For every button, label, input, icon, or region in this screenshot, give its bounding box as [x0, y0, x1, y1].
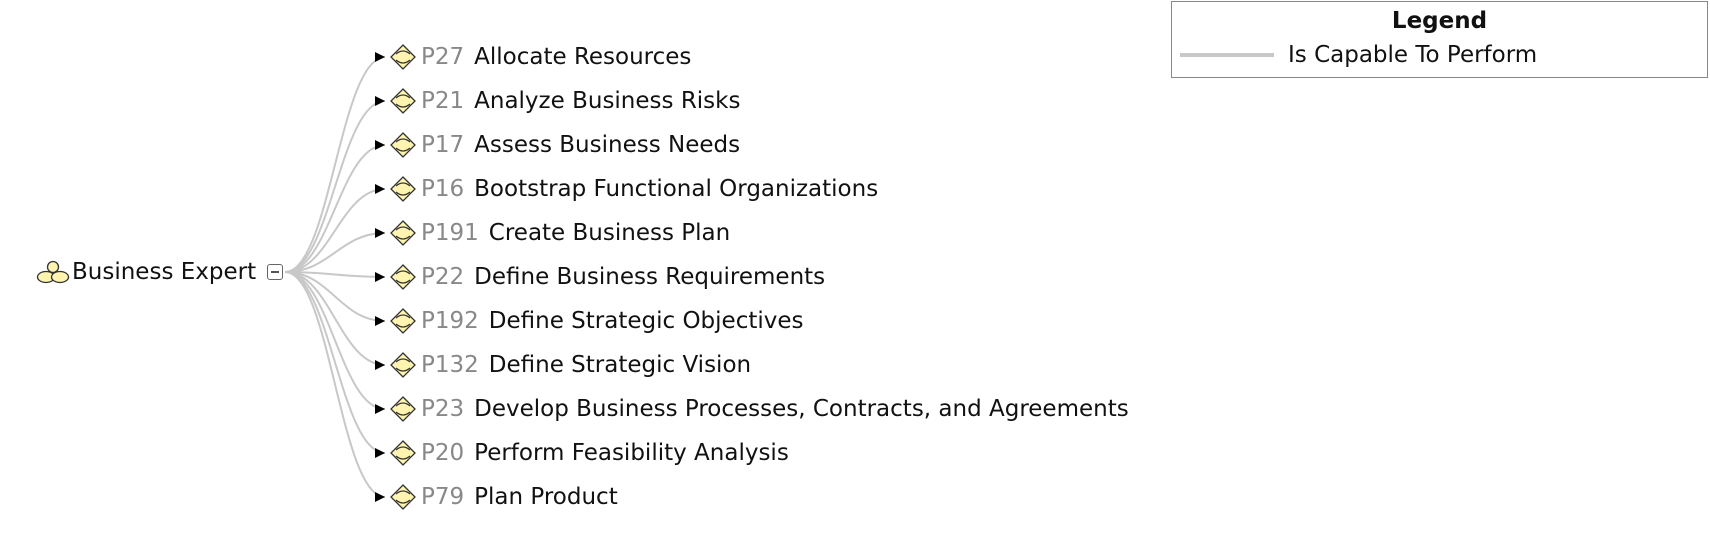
collapse-toggle-icon[interactable] [267, 264, 284, 280]
edge-is-capable-to-perform-2 [285, 140, 386, 273]
process-name: Bootstrap Functional Organizations [474, 176, 879, 202]
process-node[interactable]: P22 Define Business Requirements [389, 255, 1129, 299]
edge-is-capable-to-perform-1 [285, 96, 386, 273]
process-name: Define Strategic Vision [488, 352, 752, 378]
process-node[interactable]: P21 Analyze Business Risks [389, 79, 1129, 123]
process-node[interactable]: P27 Allocate Resources [389, 35, 1129, 79]
process-icon [390, 176, 416, 202]
process-name: Create Business Plan [488, 220, 731, 246]
process-name: Perform Feasibility Analysis [474, 440, 789, 466]
process-node[interactable]: P16 Bootstrap Functional Organizations [389, 167, 1129, 211]
process-icon [390, 264, 416, 290]
edge-is-capable-to-perform-9 [285, 271, 386, 458]
process-icon [390, 220, 416, 246]
process-list: P27 Allocate Resources P21 Analyze Busin… [389, 35, 1129, 519]
process-id: P27 [421, 44, 465, 70]
process-name: Develop Business Processes, Contracts, a… [474, 396, 1129, 422]
process-id: P79 [421, 484, 465, 510]
process-name: Allocate Resources [474, 44, 692, 70]
process-id: P20 [421, 440, 465, 466]
process-node[interactable]: P132 Define Strategic Vision [389, 343, 1129, 387]
process-id: P192 [421, 308, 479, 334]
process-node[interactable]: P79 Plan Product [389, 475, 1129, 519]
process-icon [390, 440, 416, 466]
process-node[interactable]: P17 Assess Business Needs [389, 123, 1129, 167]
process-node[interactable]: P191 Create Business Plan [389, 211, 1129, 255]
process-icon [390, 396, 416, 422]
process-node[interactable]: P192 Define Strategic Objectives [389, 299, 1129, 343]
process-id: P16 [421, 176, 465, 202]
edge-is-capable-to-perform-5 [285, 271, 386, 282]
process-icon [390, 484, 416, 510]
process-icon [390, 132, 416, 158]
edge-is-capable-to-perform-3 [285, 184, 386, 273]
legend-item-label: Is Capable To Perform [1288, 42, 1538, 68]
legend-title: Legend [1391, 8, 1488, 34]
process-id: P21 [421, 88, 465, 114]
process-name: Assess Business Needs [474, 132, 741, 158]
process-name: Define Business Requirements [474, 264, 826, 290]
edge-is-capable-to-perform-4 [285, 228, 386, 273]
process-name: Plan Product [474, 484, 618, 510]
root-node-label: Business Expert [72, 259, 257, 285]
process-icon [390, 308, 416, 334]
process-id: P17 [421, 132, 465, 158]
process-id: P23 [421, 396, 465, 422]
process-node[interactable]: P23 Develop Business Processes, Contract… [389, 387, 1129, 431]
process-icon [390, 44, 416, 70]
process-icon [390, 88, 416, 114]
edge-is-capable-to-perform-6 [285, 271, 386, 326]
edge-is-capable-to-perform-0 [284, 52, 386, 273]
process-id: P132 [421, 352, 479, 378]
edge-is-capable-to-perform-10 [284, 271, 386, 502]
process-id: P22 [421, 264, 465, 290]
role-icon [36, 260, 70, 284]
process-node[interactable]: P20 Perform Feasibility Analysis [389, 431, 1129, 475]
process-name: Define Strategic Objectives [488, 308, 804, 334]
process-id: P191 [421, 220, 479, 246]
legend-box: Legend Is Capable To Perform [1171, 1, 1708, 78]
root-node-business-expert[interactable]: Business Expert [36, 257, 284, 287]
legend-item: Is Capable To Perform [1180, 42, 1537, 68]
edge-is-capable-to-perform-7 [285, 271, 386, 370]
legend-line-swatch [1180, 53, 1274, 57]
edge-is-capable-to-perform-8 [285, 271, 386, 414]
process-icon [390, 352, 416, 378]
process-name: Analyze Business Risks [474, 88, 741, 114]
